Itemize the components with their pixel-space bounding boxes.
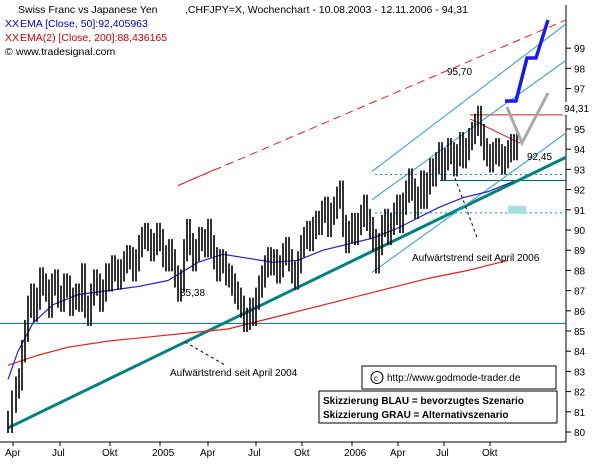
y-tick-label: 92 [574,186,586,197]
trendline-2004 [7,155,567,430]
scenario-blue-path [505,19,550,103]
x-tick-label: Jul [52,448,65,459]
last-price-box [562,102,588,115]
info-box-legend-frame [318,390,558,424]
channel-lower [371,132,567,273]
x-tick-label: Okt [102,448,118,459]
plot-layer: 8081828384858687888990919293949596979899… [0,5,586,459]
info-box-line-grey: Skizzierung GRAU = Alternativszenario [323,410,509,421]
y-tick-label: 95 [574,125,586,136]
x-tick-label: Jul [248,448,261,459]
x-tick-label: Okt [294,448,310,459]
scenario-grey-path [505,92,550,147]
legend-ema200: EMA(2) [Close, 200]:88,436165 [20,32,167,44]
x-tick-label: Apr [5,448,21,459]
chart-subtitle: ,CHFJPY=X, Wochenchart - 10.08.2003 - 12… [185,4,468,16]
y-tick-label: 88 [574,266,586,277]
x-tick-label: Jul [436,448,449,459]
info-box: c http://www.godmode-trader.de Skizzieru… [318,365,558,424]
ema50-line [7,180,514,380]
x-tick-label: Apr [390,448,406,459]
legend-copyright-prefix: © [5,46,13,58]
y-tick-label: 86 [574,307,586,318]
label-trend-2006: Aufwärtstrend seit April 2006 [412,253,540,264]
y-tick-label: 99 [574,44,586,55]
label-low: 85,38 [180,288,205,299]
y-tick-label: 91 [574,206,586,217]
chart-title: Swiss Franc vs Japanese Yen [18,4,158,16]
ema200-line [7,259,509,366]
y-tick-label: 81 [574,408,586,419]
info-box-site-frame [361,365,557,390]
label-trend-2004: Aufwärtstrend seit April 2004 [170,368,298,379]
legend-ema50-prefix: XX [5,18,19,30]
y-tick-label: 89 [574,246,586,257]
x-tick-label: 2006 [344,448,367,459]
y-tick-label: 94 [574,145,586,156]
x-tick-label: 2005 [152,448,175,459]
label-high: 95,70 [447,67,472,78]
legend-copyright: www.tradesignal.com [15,46,115,58]
resistance-dashed [177,19,567,187]
y-tick-label: 87 [574,287,586,298]
label-support: 92,45 [527,152,552,163]
copyright-icon-glyph: c [374,374,378,383]
channel-upper [371,23,567,172]
y-tick-label: 85 [574,327,586,338]
legend-ema50: EMA [Close, 50]:92,405963 [20,18,148,30]
pointer-trend-2006 [454,177,479,241]
y-tick-label: 83 [574,367,586,378]
y-tick-label: 84 [574,347,586,358]
y-tick-label: 98 [574,64,586,75]
y-tick-label: 82 [574,388,586,399]
resistance-stub [177,168,216,187]
y-tick-label: 97 [574,85,586,96]
info-box-line-blue: Skizzierung BLAU = bevorzugtes Szenario [323,396,524,407]
y-tick-label: 80 [574,428,586,439]
last-price-label: 94,31 [564,104,589,115]
copyright-icon [370,371,384,384]
y-tick-label: 90 [574,226,586,237]
info-box-site: http://www.godmode-trader.de [387,373,521,384]
support-zone [508,205,526,214]
y-tick-label: 93 [574,165,586,176]
x-tick-label: Apr [200,448,216,459]
pointer-trend-2004 [184,341,226,366]
x-tick-label: Okt [482,448,498,459]
legend-ema200-prefix: XX [5,32,19,44]
